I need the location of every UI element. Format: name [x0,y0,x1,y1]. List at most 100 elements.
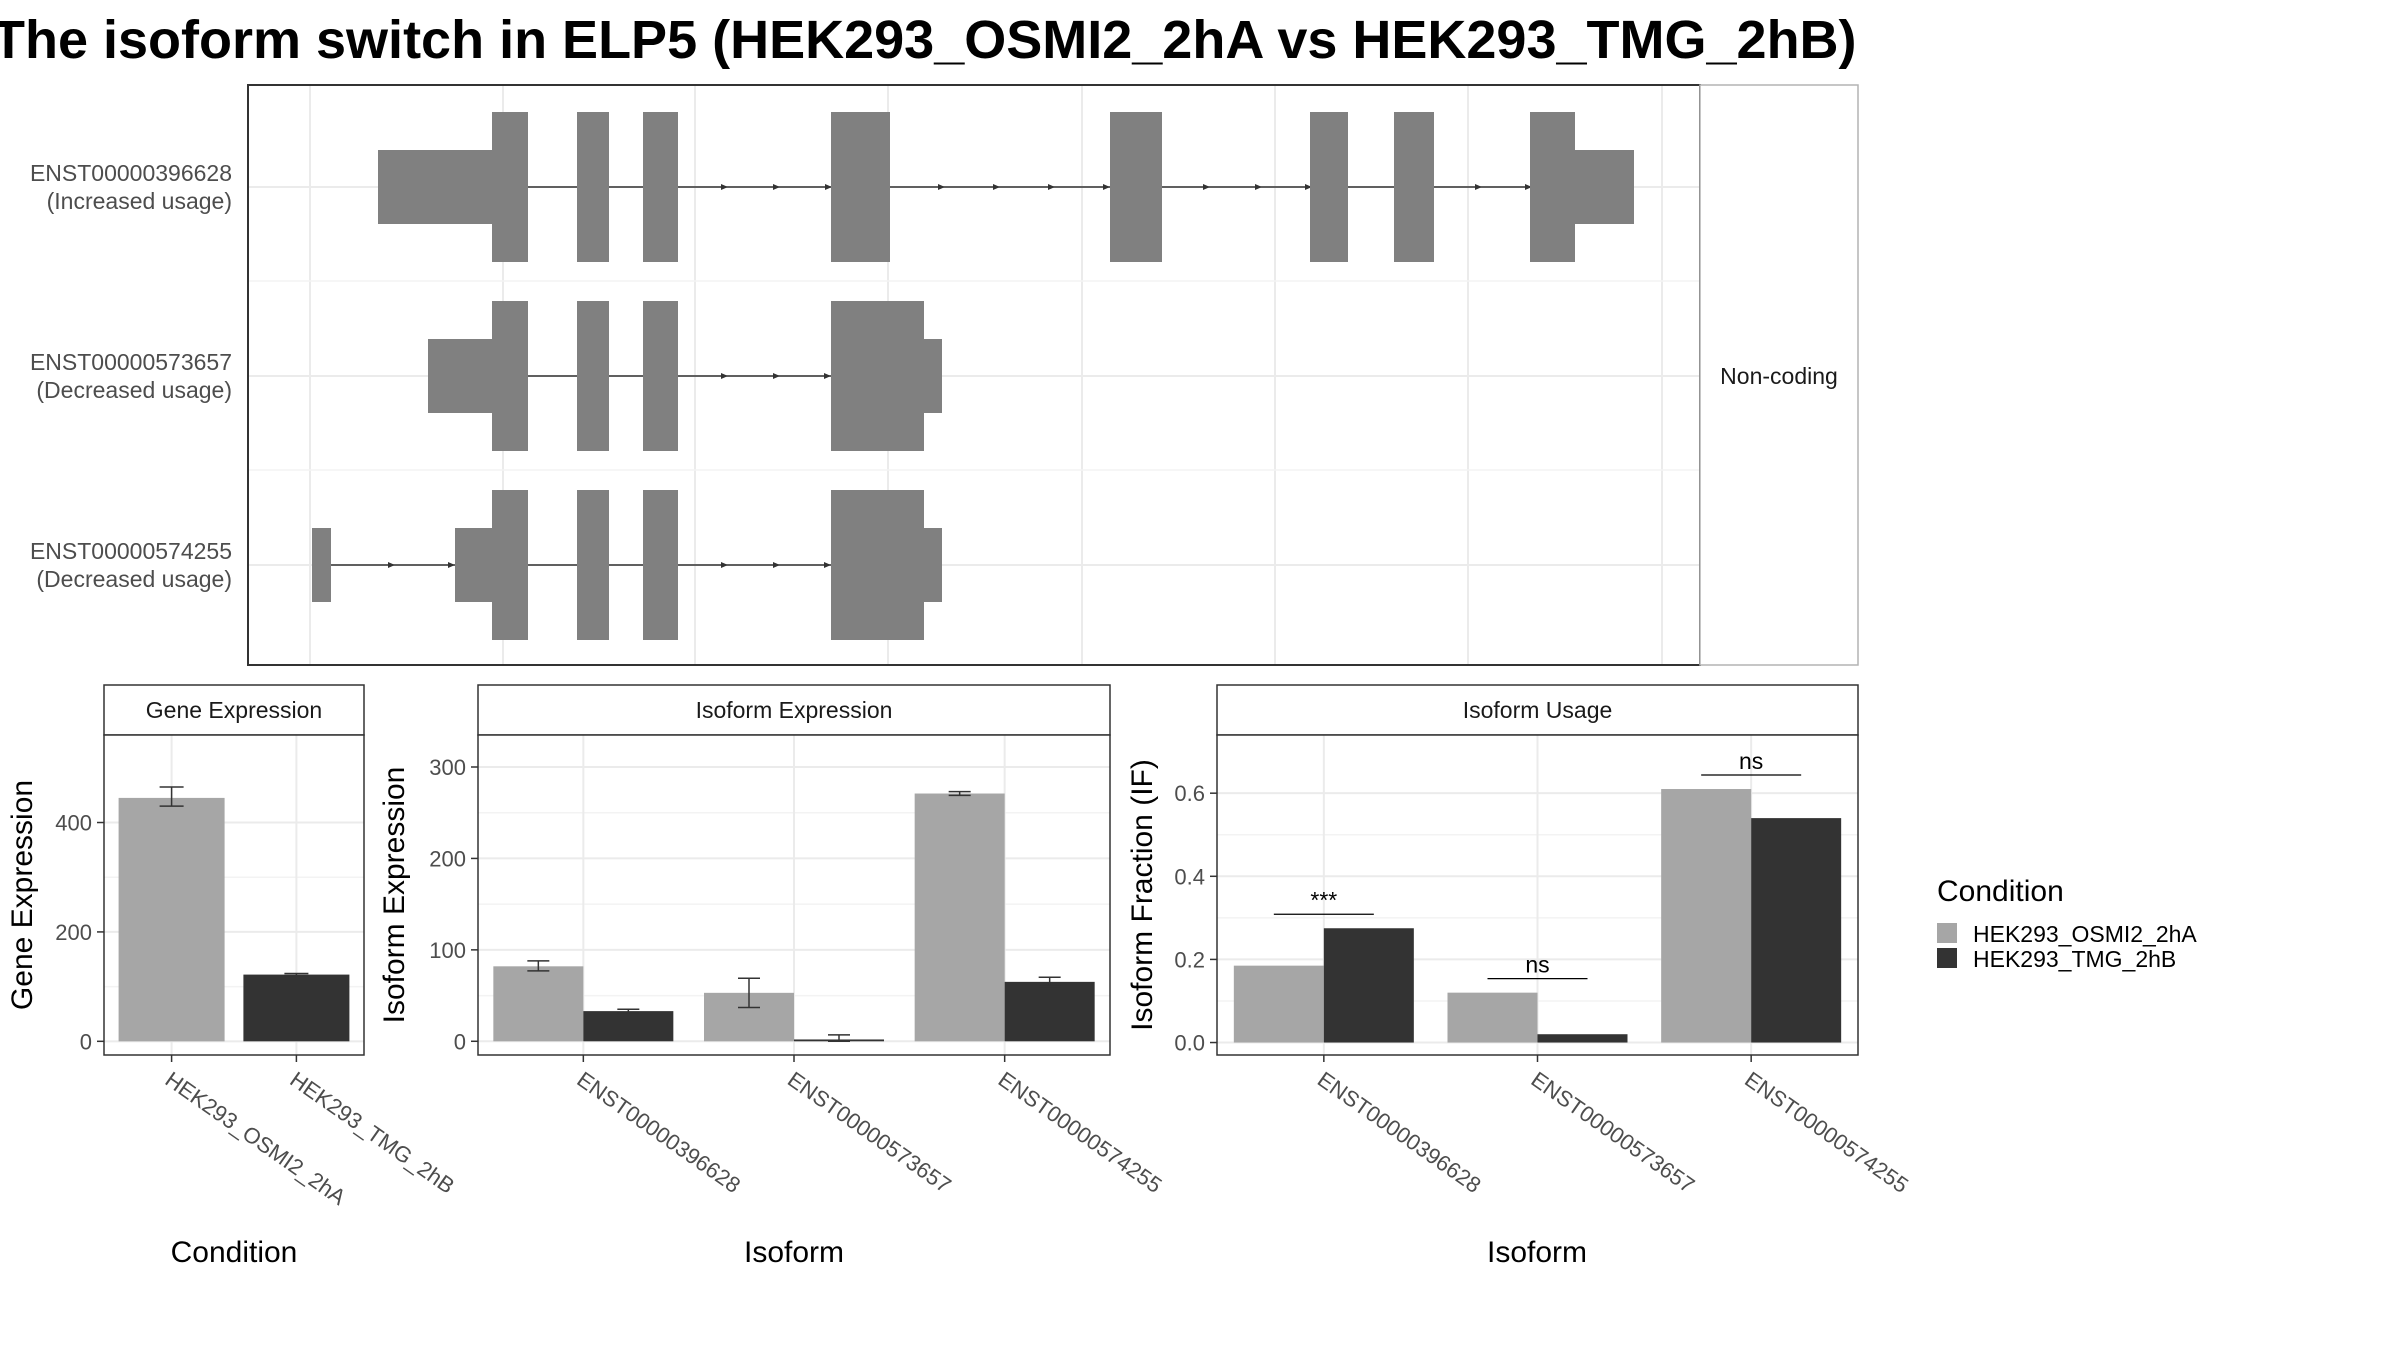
facet-strip-label: Gene Expression [146,697,322,723]
y-axis-title: Gene Expression [6,780,39,1010]
bar [243,974,350,1042]
direction-arrow [773,184,780,190]
legend-title: Condition [1937,875,2064,908]
figure-title: The isoform switch in ELP5 (HEK293_OSMI2… [0,10,1857,70]
transcript-row-labels: ENST00000396628 (Increased usage) ENST00… [30,160,232,592]
y-tick-label: 0.0 [1174,1031,1205,1056]
y-axis-title: Isoform Fraction (IF) [1126,759,1159,1031]
direction-arrow [721,562,728,568]
y-tick-label: 0.4 [1174,864,1205,889]
direction-arrow [1305,184,1312,190]
exon-block [924,339,942,413]
transcript-structure-panel: Non-coding ENST00000396628 (Increased us… [30,84,1859,666]
exon-block [1394,112,1434,262]
exon-block [378,150,492,224]
y-tick-label: 0.6 [1174,781,1205,806]
non-coding-strip [1699,84,1859,666]
x-tick-label: ENST00000574255 [994,1067,1167,1198]
direction-arrow [448,562,455,568]
y-tick-label: 0 [454,1029,466,1054]
exon-block [428,339,492,413]
legend-swatch [1937,948,1957,968]
y-tick-label: 100 [429,938,466,963]
direction-arrow [824,373,831,379]
significance-annotation: *** [1273,887,1374,915]
exon-block [577,112,609,262]
direction-arrow [824,562,831,568]
direction-arrow [1525,184,1532,190]
y-axis-title: Isoform Expression [378,767,411,1024]
exon-block [643,301,678,451]
x-axis-title: Condition [171,1236,298,1269]
bar [1661,789,1752,1043]
panel-border [103,734,365,1056]
transcript-model [378,112,1634,262]
facet-strip-label: Isoform Expression [696,697,893,723]
significance-annotation: ns [1701,748,1802,776]
exon-block [577,490,609,640]
y-tick-label: 0.2 [1174,947,1205,972]
exon-block [455,528,492,602]
y-tick-label: 200 [429,846,466,871]
exon-block [312,528,331,602]
bar [583,1011,674,1042]
bar-panel: Isoform Usage *** ns ns 0.0 0.2 0.4 0.6 ENST0000… [1126,684,1913,1269]
exon-block [831,301,924,451]
direction-arrow [993,184,1000,190]
transcript-id-label: ENST00000574255 [30,538,232,564]
legend-label: HEK293_TMG_2hB [1973,946,2176,972]
transcript-usage-label: (Decreased usage) [36,566,232,592]
non-coding-strip-label: Non-coding [1720,363,1838,389]
bar [1751,818,1842,1043]
bar-panel: Isoform Expression 0 100 200 300 ENST00000396… [378,684,1167,1269]
error-bar [527,960,550,972]
significance-annotation: ns [1487,952,1588,980]
x-axis-title: Isoform [744,1236,844,1269]
transcript-usage-label: (Increased usage) [47,188,232,214]
error-bar [617,1008,640,1014]
significance-label: ns [1525,952,1549,978]
bar [1233,965,1324,1043]
legend: Condition HEK293_OSMI2_2hA HEK293_TMG_2h… [1937,875,2197,972]
direction-arrow [1475,184,1482,190]
bar [1447,992,1538,1043]
direction-arrow [721,373,728,379]
direction-arrow [1255,184,1262,190]
transcript-model [428,301,942,451]
y-tick-label: 300 [429,755,466,780]
exon-block [1110,112,1162,262]
bar [914,793,1005,1042]
exon-block [492,112,528,262]
x-tick-label: ENST00000396628 [1313,1067,1486,1198]
exon-block [924,528,942,602]
direction-arrow [773,562,780,568]
exon-block [831,112,890,262]
error-bar [1038,976,1061,988]
error-bar [284,972,309,977]
significance-label: ns [1739,748,1763,774]
exon-block [1530,112,1575,262]
exon-block [492,301,528,451]
facet-strip-label: Isoform Usage [1463,697,1613,723]
bar [493,966,584,1042]
exon-block [831,490,924,640]
transcript-id-label: ENST00000396628 [30,160,232,186]
significance-label: *** [1310,887,1337,913]
exon-block [1575,150,1634,224]
error-bar [738,977,760,1009]
direction-arrow [825,184,832,190]
direction-arrow [773,373,780,379]
direction-arrow [1048,184,1055,190]
error-bar [828,1034,850,1043]
exon-block [492,490,528,640]
bar [1537,1034,1628,1043]
x-axis-title: Isoform [1487,1236,1587,1269]
exon-block [643,490,678,640]
legend-swatch [1937,923,1957,943]
direction-arrow [388,562,395,568]
x-tick-label: ENST00000396628 [572,1067,745,1198]
x-tick-label: ENST00000574255 [1740,1067,1913,1198]
direction-arrow [1203,184,1210,190]
y-tick-label: 400 [55,811,92,836]
